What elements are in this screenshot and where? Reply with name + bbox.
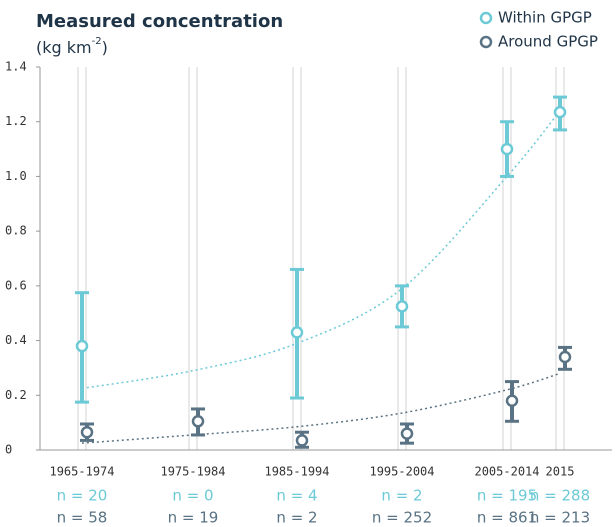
count-label: n = 0 — [172, 487, 213, 505]
point — [191, 415, 205, 428]
count-label: n = 861 — [477, 509, 537, 527]
legend-label: Within GPGP — [498, 9, 592, 27]
trend-line — [81, 110, 561, 390]
point — [400, 427, 414, 440]
legend-label: Around GPGP — [498, 33, 598, 51]
count-label: n = 252 — [372, 509, 432, 527]
point — [500, 142, 514, 156]
y-tick-label: 1.4 — [5, 60, 27, 74]
count-label: n = 19 — [168, 509, 219, 527]
unit-text: ) — [102, 38, 108, 57]
trend-line — [81, 372, 561, 444]
x-tick-label: 2015 — [546, 465, 575, 479]
count-label: n = 2 — [276, 509, 317, 527]
count-label: n = 4 — [276, 487, 317, 505]
y-tick-label: 0.8 — [5, 224, 27, 238]
point — [553, 105, 567, 119]
unit-text: (kg km — [36, 38, 92, 57]
y-unit: (kg km-2) — [36, 36, 108, 57]
count-label: n = 2 — [381, 487, 422, 505]
y-tick-label: 0.4 — [5, 333, 27, 347]
count-label: n = 20 — [57, 487, 108, 505]
y-tick-label: 1.2 — [5, 114, 27, 128]
x-tick-label: 1975-1984 — [160, 465, 225, 479]
point — [290, 326, 304, 339]
point — [80, 425, 94, 439]
legend-marker — [479, 11, 493, 25]
x-tick-label: 1965-1974 — [49, 465, 114, 479]
x-tick-label: 1985-1994 — [264, 465, 329, 479]
count-label: n = 58 — [57, 509, 108, 527]
y-tick-label: 1.0 — [5, 169, 27, 183]
y-tick-label: 0.6 — [5, 278, 27, 292]
point — [558, 350, 572, 364]
chart-title: Measured concentration — [36, 11, 283, 32]
y-tick-label: 0 — [5, 443, 12, 457]
legend-marker — [479, 35, 493, 49]
point — [395, 300, 409, 313]
y-tick-label: 0.2 — [5, 388, 27, 402]
count-label: n = 288 — [530, 487, 590, 505]
point — [75, 339, 89, 353]
point — [505, 394, 519, 408]
unit-exponent: -2 — [92, 36, 102, 47]
count-label: n = 195 — [477, 487, 537, 505]
point — [295, 434, 309, 447]
x-tick-label: 1995-2004 — [369, 465, 434, 479]
x-tick-label: 2005-2014 — [474, 465, 539, 479]
count-label: n = 213 — [530, 509, 590, 527]
